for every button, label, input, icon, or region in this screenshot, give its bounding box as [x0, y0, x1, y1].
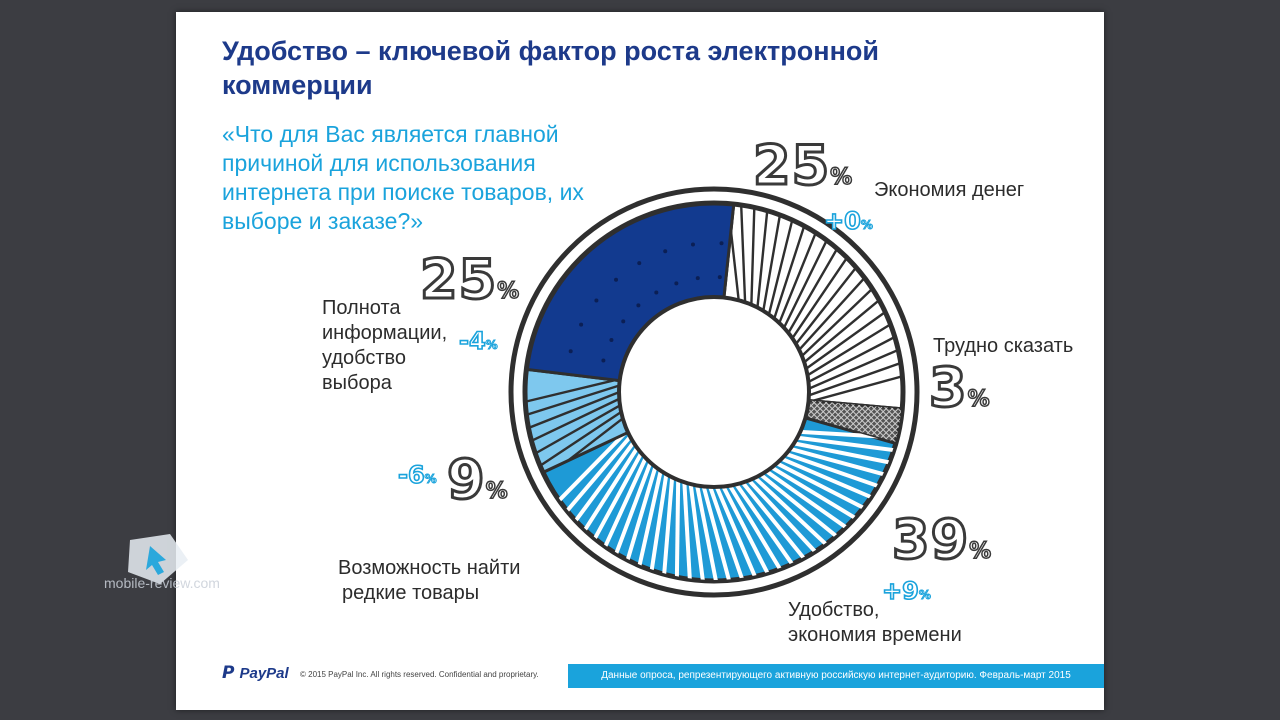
label-convenience: Удобство, экономия времени [788, 599, 962, 646]
value-hard-to-say: 3% [928, 356, 991, 419]
change-convenience: +9% [881, 577, 931, 605]
paypal-logo-mark: P [222, 663, 235, 683]
donut-hole [617, 295, 811, 489]
value-full-info: 25% [418, 248, 521, 311]
donut-chart [508, 186, 920, 598]
value-economy: 25% [751, 134, 854, 197]
copyright-text: © 2015 PayPal Inc. All rights reserved. … [300, 670, 539, 679]
donut-outer-ring [508, 186, 920, 598]
change-rare-goods: -6% [397, 461, 437, 489]
slide-title: Удобство – ключевой фактор роста электро… [222, 36, 879, 100]
slice-pattern [526, 376, 627, 473]
value-rare-goods: 9% [446, 448, 509, 511]
label-full-info: Полнота информации, удобство выбора [322, 297, 448, 394]
slice-pattern [568, 241, 724, 363]
slide: Удобство – ключевой фактор роста электро… [176, 12, 1104, 710]
change-full-info: -4% [458, 327, 498, 355]
label-hard-to-say: Трудно сказать [933, 335, 1074, 357]
watermark-text: mobile-review.com [104, 575, 220, 591]
paypal-logo-text: PayPal [239, 664, 289, 682]
label-rare-goods: Возможность найти редкие товары [338, 557, 521, 604]
change-economy: +0% [823, 207, 873, 235]
source-note: Данные опроса, репрезентирующего активну… [568, 664, 1104, 688]
paypal-logo: P PayPal [222, 663, 289, 683]
slice-pattern [726, 205, 902, 405]
survey-question: «Что для Вас является главной причиной д… [222, 121, 584, 234]
donut-band-outline [522, 200, 906, 584]
watermark-logo-icon [128, 534, 188, 584]
label-economy: Экономия денег [874, 179, 1025, 201]
value-convenience: 39% [890, 508, 993, 571]
